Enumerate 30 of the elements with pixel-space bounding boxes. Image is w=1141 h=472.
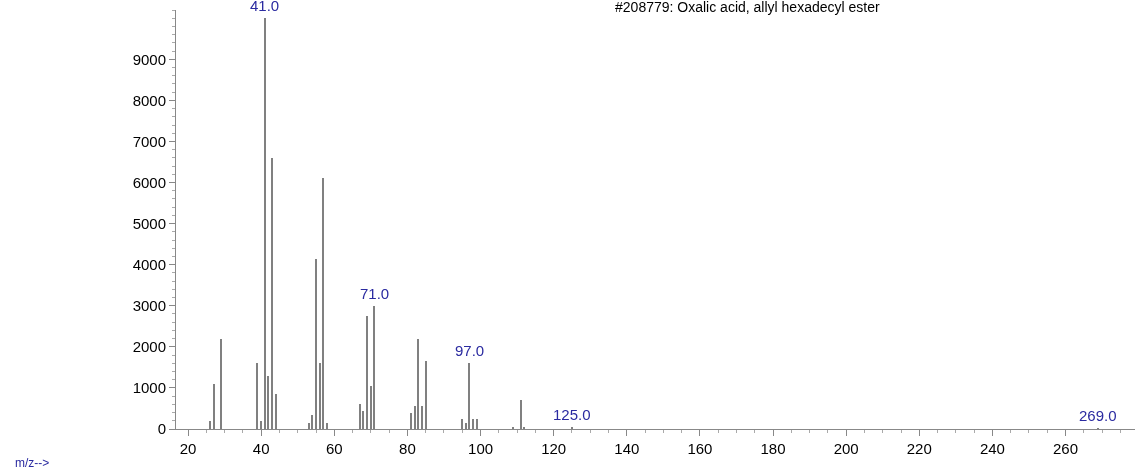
x-tick-label: 140 (614, 440, 640, 457)
annotation: 125.0 (553, 406, 591, 423)
y-tick-label: 5000 (132, 214, 166, 232)
x-tick-label: 160 (687, 440, 713, 457)
annotation: 269.0 (1079, 407, 1117, 424)
x-tick-label: 40 (252, 440, 270, 457)
chart-title: #208779: Oxalic acid, allyl hexadecyl ester (615, 0, 880, 16)
x-tick-label: 220 (906, 440, 932, 457)
x-tick-label: 80 (399, 440, 416, 457)
x-tick-label: 180 (760, 440, 786, 457)
annotation: 71.0 (360, 285, 390, 302)
x-tick-label: 100 (468, 440, 494, 457)
y-tick-label: 2000 (132, 338, 166, 356)
y-tick-label: 8000 (132, 91, 166, 109)
y-tick-label: 9000 (132, 50, 166, 68)
y-tick-label: 4000 (132, 255, 166, 273)
y-tick-label: 1000 (132, 379, 166, 397)
annotation: 41.0 (250, 0, 280, 14)
x-tick-label: 60 (325, 440, 343, 457)
x-tick-label: 260 (1053, 440, 1079, 457)
y-tick-label: 0 (157, 420, 166, 438)
x-tick-label: 200 (833, 440, 859, 457)
text: m/z--> (15, 456, 50, 470)
x-tick-label: 240 (979, 440, 1005, 457)
y-tick-label: 7000 (132, 132, 166, 150)
y-tick-label: 6000 (132, 173, 166, 191)
x-tick-label: 120 (541, 440, 567, 457)
annotation: 97.0 (455, 342, 485, 359)
y-tick-label: 3000 (132, 297, 166, 315)
x-tick-label: 20 (179, 440, 197, 457)
